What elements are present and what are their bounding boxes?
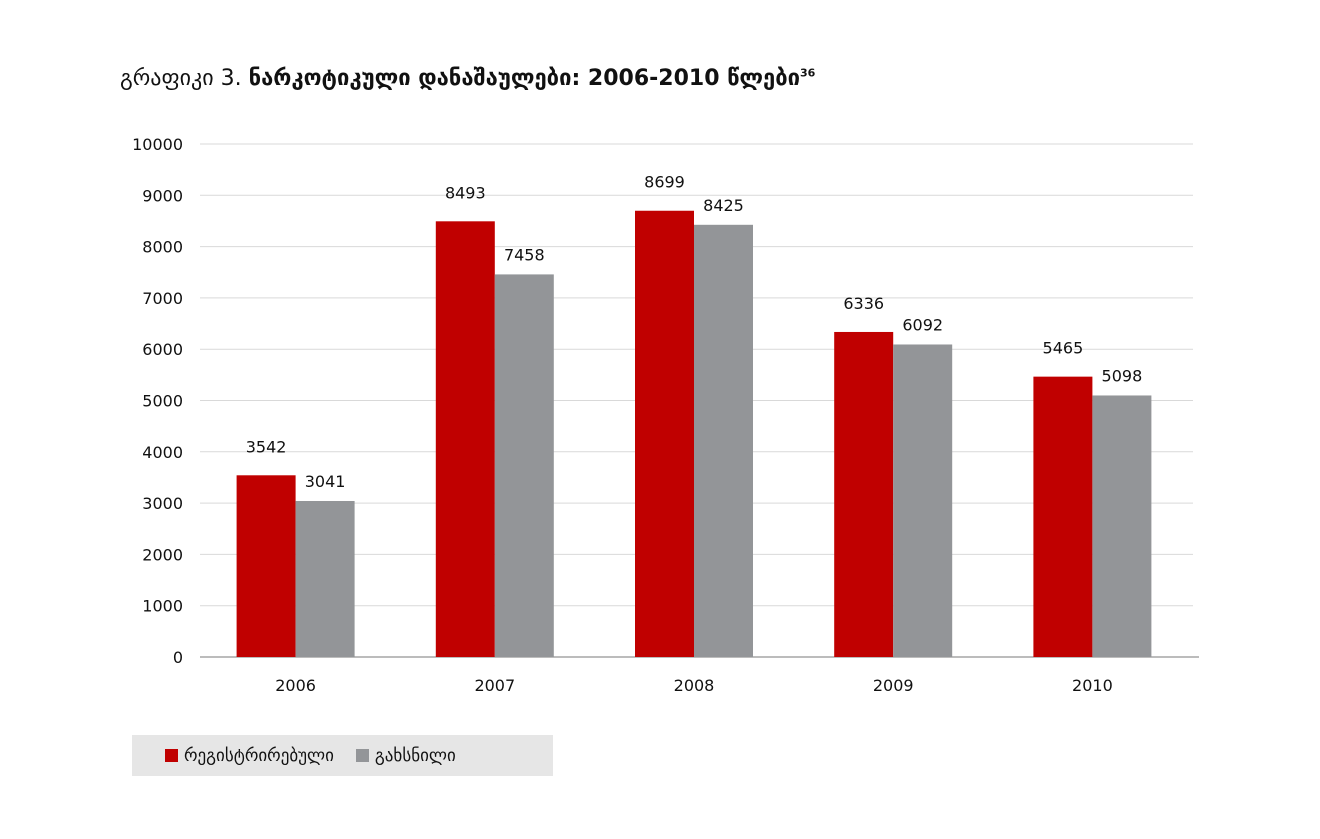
data-label: 8493 <box>445 183 486 202</box>
x-tick-label: 2009 <box>873 676 914 695</box>
x-tick-label: 2006 <box>275 676 316 695</box>
y-tick-label: 1000 <box>142 597 183 616</box>
bar-registered <box>435 221 495 658</box>
bar-registered <box>834 331 894 657</box>
data-label: 6092 <box>902 315 943 334</box>
bar-registered <box>1033 376 1093 657</box>
y-tick-label: 8000 <box>142 238 183 257</box>
bar-registered <box>635 210 694 657</box>
legend-item-registered: რეგისტრირებული <box>165 746 334 766</box>
data-label: 3041 <box>305 472 346 491</box>
bar-solved <box>694 224 753 658</box>
data-label: 5098 <box>1102 366 1143 385</box>
bar-solved <box>893 344 953 657</box>
title-footnote: 36 <box>799 66 816 80</box>
y-tick-label: 6000 <box>142 340 183 359</box>
title-prefix: გრაფიკი 3. <box>120 66 242 91</box>
bar-solved <box>295 500 355 657</box>
data-label: 7458 <box>504 245 545 264</box>
y-tick-label: 0 <box>173 648 183 667</box>
chart-title: გრაფიკი 3. ნარკოტიკული დანაშაულები: 2006… <box>120 66 815 91</box>
legend-item-solved: გახსნილი <box>355 745 456 766</box>
data-label: 6336 <box>843 294 884 313</box>
legend-label: რეგისტრირებული <box>184 745 334 766</box>
y-tick-label: 7000 <box>142 289 183 308</box>
legend-swatch <box>355 749 369 762</box>
legend-swatch <box>165 749 178 762</box>
data-label: 5465 <box>1043 339 1084 358</box>
y-tick-label: 10000 <box>132 135 183 154</box>
y-tick-label: 5000 <box>142 392 183 411</box>
legend-label: გახსნილი <box>374 745 456 766</box>
data-label: 8425 <box>703 196 744 215</box>
data-label: 8699 <box>644 173 685 192</box>
x-tick-label: 2008 <box>674 676 715 695</box>
data-label: 3542 <box>246 437 287 456</box>
x-tick-label: 2007 <box>474 676 515 695</box>
bar-chart: 0 1000 2000 3000 4000 5000 6000 7000 8000 9000 100… <box>132 135 1199 695</box>
x-tick-label: 2010 <box>1072 676 1113 695</box>
y-tick-label: 4000 <box>142 443 183 462</box>
y-tick-label: 9000 <box>142 186 183 205</box>
bar-solved <box>494 274 554 657</box>
y-tick-label: 2000 <box>142 545 183 564</box>
title-main: ნარკოტიკული დანაშაულები: 2006-2010 წლები <box>248 66 800 91</box>
legend: რეგისტრირებული გახსნილი <box>132 735 553 776</box>
y-tick-label: 3000 <box>142 494 183 513</box>
bar-solved <box>1092 395 1152 657</box>
bar-registered <box>236 475 296 657</box>
